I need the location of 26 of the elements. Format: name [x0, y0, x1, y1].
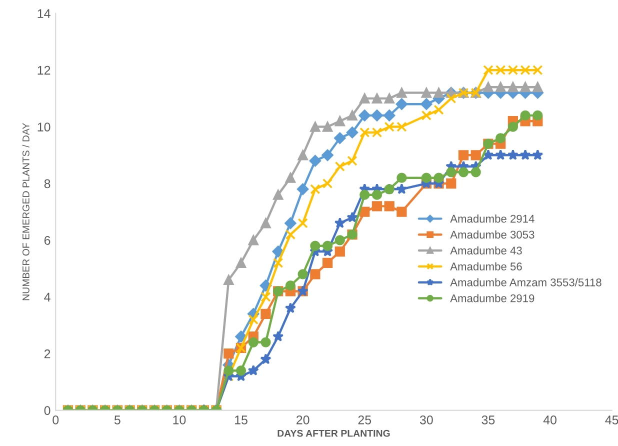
- x-axis-title: DAYS AFTER PLANTING: [278, 430, 390, 437]
- x-tick-label: 10: [173, 416, 186, 424]
- legend-label: Amadumbe Amzam 3553/5118: [450, 278, 602, 286]
- x-tick-label: 25: [358, 416, 372, 424]
- x-tick-label: 15: [235, 416, 248, 424]
- x-tick-label: 30: [420, 416, 433, 424]
- y-tick-label: 0: [44, 406, 50, 415]
- legend-label: Amadumbe 56: [450, 262, 522, 270]
- y-tick-label: 4: [44, 292, 50, 302]
- y-tick-label: 12: [38, 66, 50, 75]
- x-tick-label: 0: [52, 416, 59, 424]
- y-tick-label: 10: [38, 122, 50, 132]
- legend-label: Amadumbe 2919: [450, 294, 534, 302]
- x-tick-label: 20: [296, 416, 310, 424]
- y-axis-title: NUMBER OF EMERGED PLANTS / DAY: [22, 123, 30, 300]
- y-tick-label: 6: [44, 236, 50, 245]
- x-tick-label: 5: [114, 416, 120, 424]
- y-tick-label: 2: [44, 349, 50, 358]
- y-tick-label: 14: [38, 9, 50, 18]
- x-tick-label: 45: [605, 416, 618, 424]
- x-tick-label: 40: [543, 416, 556, 424]
- x-tick-label: 35: [482, 416, 495, 424]
- legend-label: Amadumbe 2914: [450, 214, 534, 223]
- y-tick-label: 8: [44, 179, 50, 188]
- legend-label: Amadumbe 3053: [450, 230, 534, 239]
- legend-label: Amadumbe 43: [450, 246, 522, 255]
